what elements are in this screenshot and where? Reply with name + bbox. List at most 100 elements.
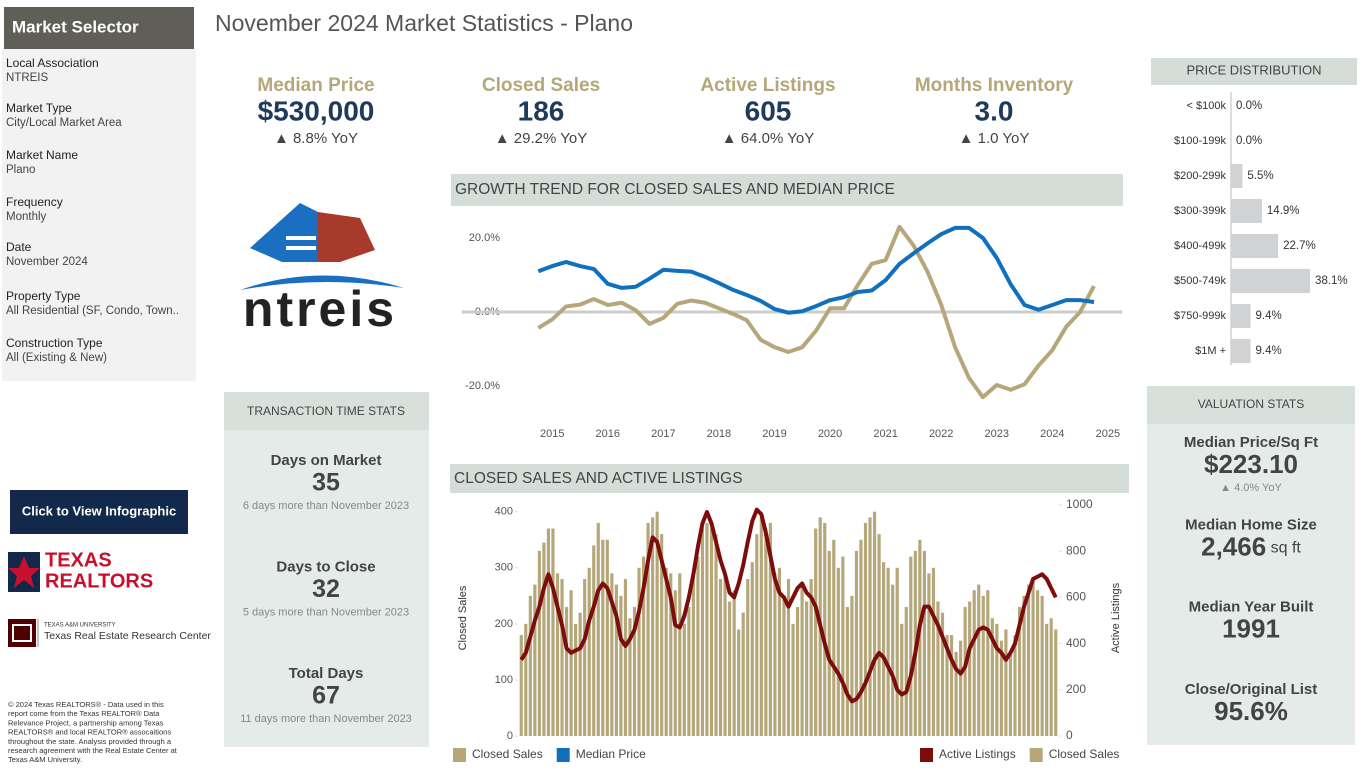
bar <box>981 595 985 736</box>
field-label: Construction Type <box>6 336 103 350</box>
bar <box>651 517 655 736</box>
y2-tick-label: 800 <box>1066 543 1086 557</box>
bar <box>732 590 736 736</box>
bar <box>814 528 818 736</box>
bar <box>623 579 628 736</box>
category-label: $500-749k <box>1174 275 1226 287</box>
value-label: 0.0% <box>1236 135 1262 147</box>
footer-line: REALTORS® and local REALTOR® assocaition… <box>8 728 171 737</box>
bar <box>845 607 849 736</box>
x-tick-label: 2024 <box>1040 428 1064 440</box>
bar <box>1031 579 1035 736</box>
bar <box>592 545 596 736</box>
bar <box>696 556 700 736</box>
category-label: $200-299k <box>1174 170 1226 182</box>
footer-line: Texas A&M University. <box>8 755 82 764</box>
kpi-change: ▲ 29.2% YoY <box>495 130 587 147</box>
bar <box>537 550 541 736</box>
valuation-panel <box>1147 386 1355 745</box>
bar <box>614 584 618 736</box>
bar <box>660 534 664 736</box>
bar <box>877 534 881 736</box>
bar <box>800 584 804 736</box>
field-value: NTREIS <box>6 72 49 84</box>
field-value: Plano <box>6 164 35 176</box>
stat-label: Median Price/Sq Ft <box>1184 434 1318 451</box>
bar <box>977 584 981 736</box>
category-label: < $100k <box>1187 100 1227 112</box>
y-axis-title: Closed Sales <box>457 585 469 650</box>
stat-unit: sq ft <box>1271 540 1302 557</box>
tamu-university: TEXAS A&M UNIVERSITY <box>44 623 116 629</box>
stat-note: ▲ 4.0% YoY <box>1220 482 1282 494</box>
stat-note: 6 days more than November 2023 <box>243 500 409 512</box>
category-label: $1M + <box>1195 345 1226 357</box>
bar <box>1054 629 1058 736</box>
transaction-panel <box>224 392 429 747</box>
y-tick-label: 0 <box>507 730 513 742</box>
bar <box>691 573 695 736</box>
y-tick-label: 200 <box>495 618 513 630</box>
tamu-logo: TEXAS A&M UNIVERSITY Texas Real Estate R… <box>8 619 211 647</box>
bar <box>1231 339 1251 363</box>
bar <box>823 522 827 736</box>
legend-label: Closed Sales <box>472 747 543 761</box>
bar <box>963 607 967 736</box>
legend-label: Closed Sales <box>1049 747 1120 761</box>
legend-swatch <box>920 748 933 762</box>
stat-value: $223.10 <box>1204 449 1298 479</box>
growth-header <box>451 174 1123 206</box>
bar <box>655 511 659 736</box>
bar <box>773 573 777 736</box>
field-label: Market Type <box>6 101 72 115</box>
bar <box>1049 618 1053 736</box>
kpi-label: Months Inventory <box>915 75 1074 96</box>
category-label: $750-999k <box>1174 310 1226 322</box>
bar <box>1231 234 1279 258</box>
legend-swatch <box>453 748 466 762</box>
bar <box>551 528 555 736</box>
kpi-label: Closed Sales <box>482 75 600 96</box>
combo-header <box>450 464 1129 493</box>
bar <box>927 573 931 736</box>
infographic-button-label[interactable]: Click to View Infographic <box>22 503 176 518</box>
x-tick-label: 2023 <box>985 428 1009 440</box>
stat-label: Total Days <box>289 665 364 682</box>
field-value: November 2024 <box>6 256 88 268</box>
category-label: $400-499k <box>1174 240 1226 252</box>
bar <box>1004 629 1008 736</box>
series-line <box>519 507 1058 704</box>
infographic-button[interactable] <box>10 490 188 534</box>
y-tick-label: 20.0% <box>469 232 500 244</box>
bar <box>805 601 809 736</box>
stat-value-line: 2,466 sq ft <box>1201 531 1301 561</box>
footer-line: throughout the state. Analysis provided … <box>8 737 172 746</box>
bar <box>795 607 800 736</box>
bar <box>578 612 582 736</box>
bar <box>528 595 532 736</box>
bar <box>632 607 637 736</box>
bar <box>764 528 768 736</box>
field-label: Local Association <box>6 56 99 70</box>
bar <box>895 567 899 736</box>
bar <box>709 528 714 736</box>
footer-line: research agreement with the Real Estate … <box>8 746 178 755</box>
stat-note: 5 days more than November 2023 <box>243 606 409 618</box>
category-label: $300-399k <box>1174 205 1226 217</box>
transaction-header <box>224 392 429 430</box>
valuation-items: Median Price/Sq Ft$223.10 ▲ 4.0% YoY Media… <box>1184 434 1318 726</box>
kpis: Median Price$530,000 ▲ 8.8% YoY Closed Sal… <box>257 75 1073 147</box>
bar <box>687 607 691 736</box>
legend-label: Active Listings <box>939 747 1016 761</box>
x-tick-label: 2016 <box>596 428 620 440</box>
bar <box>714 534 718 736</box>
y2-axis-title: Active Listings <box>1110 582 1122 653</box>
kpi-label: Median Price <box>257 75 374 96</box>
bar <box>1017 607 1022 736</box>
sidebar-header <box>4 7 194 49</box>
sidebar-panel <box>2 49 196 381</box>
stat-value-line: 1991 <box>1222 613 1280 643</box>
bar <box>900 623 904 736</box>
